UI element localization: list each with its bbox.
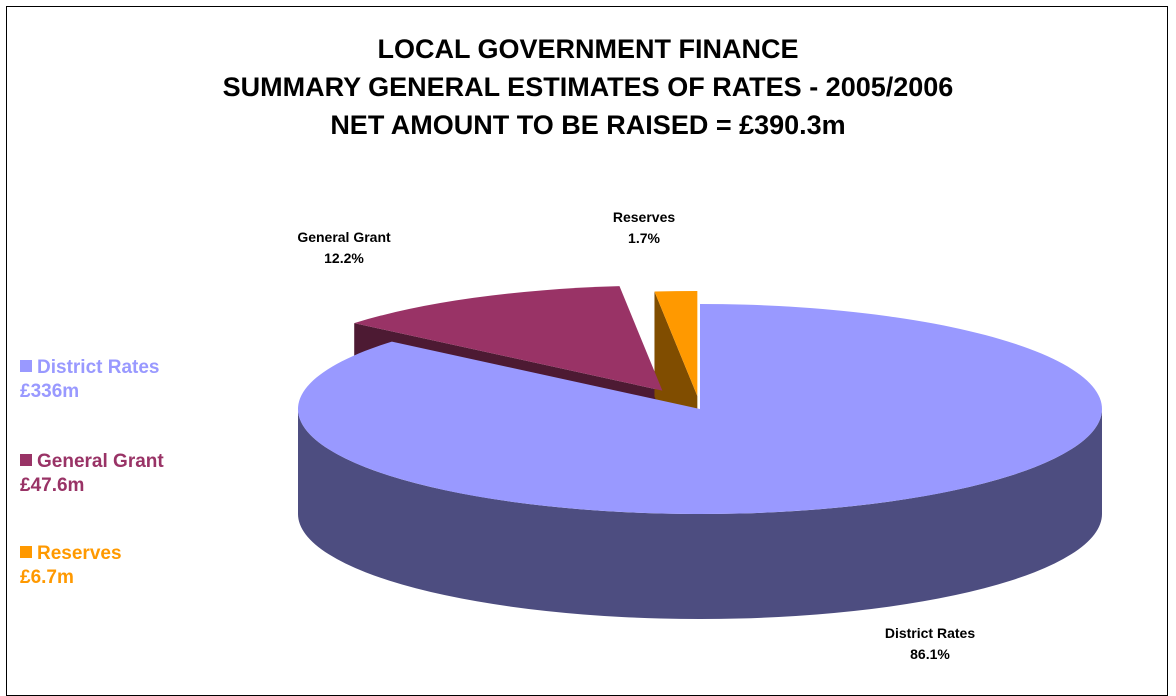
data-label-percent-general-grant: 12.2% bbox=[324, 250, 364, 266]
legend-label-district-rates: District Rates bbox=[37, 357, 160, 378]
title-line-2: SUMMARY GENERAL ESTIMATES OF RATES - 200… bbox=[222, 72, 954, 102]
legend-item-general-grant: General Grant £47.6m bbox=[20, 450, 164, 498]
legend-swatch-reserves bbox=[20, 546, 32, 558]
pie-wall-district-rates bbox=[298, 409, 1102, 619]
legend-item-reserves: Reserves £6.7m bbox=[20, 542, 122, 590]
pie-slice-district-rates bbox=[298, 304, 1103, 514]
pie-tops bbox=[298, 286, 1103, 514]
legend-label-general-grant: General Grant bbox=[37, 451, 164, 472]
data-label-percent-district-rates: 86.1% bbox=[910, 646, 950, 662]
pie-slice-general-grant bbox=[354, 286, 663, 391]
data-label-name-general-grant: General Grant bbox=[297, 229, 391, 245]
title-line-1: LOCAL GOVERNMENT FINANCE bbox=[377, 34, 799, 64]
legend-amount-district-rates: £336m bbox=[20, 381, 80, 402]
data-label-name-reserves: Reserves bbox=[613, 209, 675, 225]
pie-slice-reserves bbox=[654, 290, 698, 396]
legend-label-reserves: Reserves bbox=[37, 543, 122, 564]
data-label-name-district-rates: District Rates bbox=[885, 625, 975, 641]
legend-item-district-rates: District Rates £336m bbox=[20, 356, 160, 404]
legend-amount-reserves: £6.7m bbox=[20, 567, 74, 588]
chart-title: LOCAL GOVERNMENT FINANCE SUMMARY GENERAL… bbox=[0, 30, 1176, 144]
data-label-percent-reserves: 1.7% bbox=[628, 230, 660, 246]
title-line-3: NET AMOUNT TO BE RAISED = £390.3m bbox=[330, 110, 846, 140]
legend-amount-general-grant: £47.6m bbox=[20, 475, 85, 496]
legend-swatch-district-rates bbox=[20, 360, 32, 372]
legend-swatch-general-grant bbox=[20, 454, 32, 466]
